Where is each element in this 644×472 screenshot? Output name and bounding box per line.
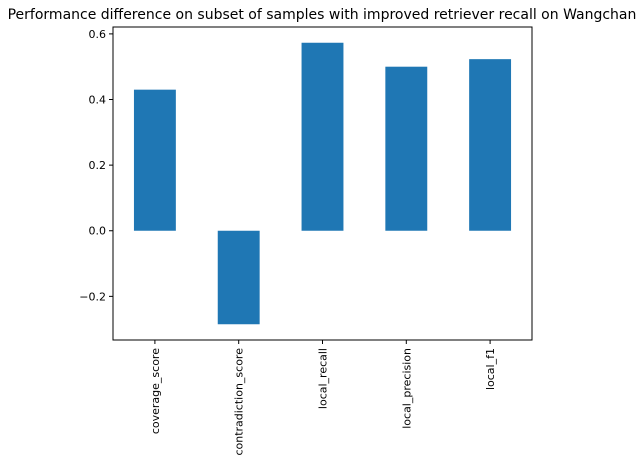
y-tick-label: −0.2 bbox=[79, 290, 106, 303]
x-tick-label-contradiction_score: contradiction_score bbox=[233, 348, 246, 456]
x-tick-label-coverage_score: coverage_score bbox=[149, 348, 162, 434]
bars-group bbox=[133, 42, 512, 325]
bar-contradiction_score bbox=[217, 230, 260, 325]
bar-local_f1 bbox=[469, 59, 512, 231]
x-tick-label-local_recall: local_recall bbox=[317, 348, 330, 409]
y-tick-label: 0.6 bbox=[89, 28, 107, 41]
y-tick-label: 0.2 bbox=[89, 159, 107, 172]
chart-title: Performance difference on subset of samp… bbox=[8, 7, 637, 23]
x-axis: coverage_score contradiction_score local_r… bbox=[149, 340, 497, 456]
x-tick-label-local_f1: local_f1 bbox=[484, 348, 497, 390]
x-tick-label-local_precision: local_precision bbox=[400, 348, 413, 429]
y-tick-label: 0.0 bbox=[89, 225, 107, 238]
bar-coverage_score bbox=[133, 89, 176, 231]
y-tick-label: 0.4 bbox=[89, 94, 107, 107]
bar-local_precision bbox=[385, 66, 428, 231]
bar-local_recall bbox=[301, 42, 344, 231]
y-axis: −0.2 0.0 0.2 0.4 0.6 bbox=[79, 28, 113, 303]
